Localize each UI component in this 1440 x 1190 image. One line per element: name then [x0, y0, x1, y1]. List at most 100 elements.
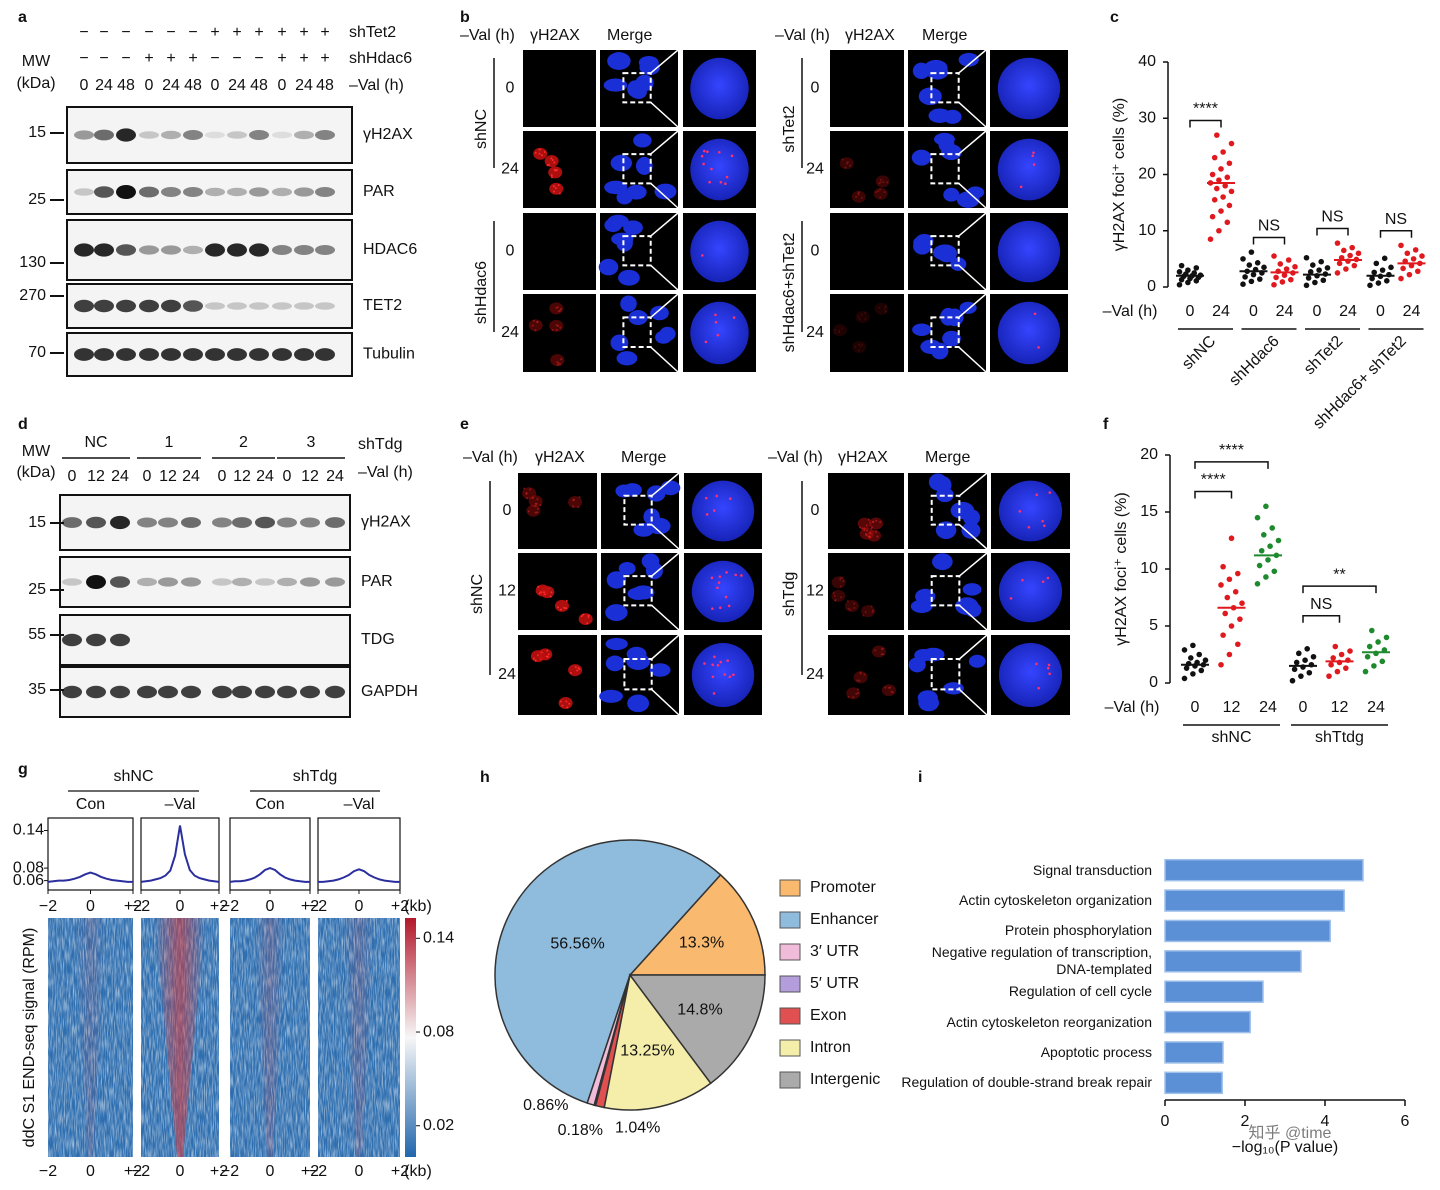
foci: [532, 657, 535, 660]
foci: [546, 655, 549, 658]
foci: [882, 653, 885, 656]
bar-category-label: Actin cytoskeleton reorganization: [946, 1013, 1152, 1030]
lane-mark: 12: [301, 468, 319, 485]
x-tick-label: 0: [176, 898, 185, 915]
data-point: [1332, 643, 1339, 650]
micrograph: [518, 473, 597, 549]
foci: [730, 154, 734, 158]
band-name: PAR: [361, 573, 393, 590]
data-point: [1388, 264, 1394, 271]
sig-label: NS: [1310, 596, 1332, 613]
data-point: [1269, 525, 1275, 531]
nucleus: [618, 269, 640, 286]
foci: [857, 349, 860, 352]
zoom-guide: [958, 49, 987, 74]
zoom-guide: [651, 688, 680, 716]
series-label: –Val: [165, 796, 196, 813]
blot-band: [181, 685, 201, 699]
x-axis-label: –Val (h): [1105, 699, 1160, 716]
blot-band: [137, 577, 157, 587]
foci: [529, 488, 532, 491]
blot-band: [116, 244, 136, 256]
profile-line: [318, 868, 400, 883]
blot-band: [255, 516, 275, 529]
foci: [839, 596, 842, 599]
y-tick-label: 0.06: [13, 872, 44, 889]
zoom-guide: [958, 212, 987, 237]
data-point: [1226, 160, 1233, 167]
foci: [858, 679, 861, 682]
legend-label: Intergenic: [810, 1071, 880, 1088]
foci: [864, 533, 867, 536]
foci: [869, 532, 872, 535]
nucleus: [635, 156, 653, 175]
bar: [1164, 1041, 1224, 1064]
nucleus: [616, 351, 638, 366]
data-point: [1383, 634, 1390, 641]
data-point: [1338, 651, 1345, 658]
nucleus: [943, 187, 960, 202]
blot-band: [212, 578, 232, 586]
nucleus: [660, 480, 681, 496]
foci: [858, 191, 861, 194]
panel-letter: h: [480, 769, 490, 786]
nucleus-signal: [875, 175, 890, 188]
sig-bracket: [1252, 236, 1286, 245]
data-point: [1347, 252, 1353, 259]
sig-bracket: [1302, 614, 1341, 623]
nucleus: [914, 648, 933, 662]
lane-mark: +: [320, 24, 329, 41]
mw-value: 25: [28, 581, 46, 598]
foci: [576, 669, 579, 672]
x-tick-label: 4: [1321, 1113, 1330, 1130]
nucleus-signal: [839, 157, 854, 170]
nucleus: [935, 521, 957, 539]
data-point: [1248, 278, 1255, 285]
blot-band: [139, 186, 159, 198]
y-tick-label: 20: [1138, 166, 1156, 183]
blot-band: [315, 245, 335, 255]
data-point: [1369, 275, 1375, 282]
blot-band: [137, 517, 157, 528]
blot-band: [110, 576, 130, 588]
y-axis-label: γH2AX foci⁺ cells (%): [1111, 98, 1128, 251]
nucleus: [628, 310, 648, 326]
nucleus-signal: [873, 187, 888, 200]
data-point: [1398, 275, 1404, 282]
foci: [857, 343, 860, 346]
nucleus-signal: [522, 487, 537, 500]
nucleus: [654, 183, 677, 200]
group-label: 2: [239, 434, 248, 451]
foci: [853, 606, 856, 609]
watermark: 知乎 @time: [1249, 1124, 1332, 1142]
y-tick-label: 10: [1138, 222, 1156, 239]
lane-mark: 24: [95, 77, 113, 94]
foci: [839, 585, 842, 588]
foci: [550, 157, 553, 160]
x-tick-label: 0: [86, 1163, 95, 1180]
mw-value: 55: [28, 626, 46, 643]
lane-mark: 0: [211, 77, 220, 94]
blot-band: [62, 578, 82, 586]
nucleus: [632, 585, 655, 600]
x-tick-label: −2: [309, 898, 327, 915]
nucleus: [641, 553, 660, 570]
zoom-box: [622, 316, 652, 349]
column-header: Merge: [922, 27, 967, 44]
data-point: [1178, 262, 1185, 269]
y-tick-label: 30: [1138, 109, 1156, 126]
condition-label: 24: [1403, 303, 1421, 320]
condition-label: 12: [1331, 699, 1349, 716]
foci: [574, 665, 577, 668]
data-point: [1293, 659, 1300, 666]
nucleus-zoom: [998, 480, 1063, 542]
group-label: shTdg: [781, 572, 798, 616]
sig-bracket: [1316, 227, 1349, 236]
data-point: [1415, 268, 1421, 275]
x-tick-label: −2: [221, 1163, 239, 1180]
nucleus: [962, 583, 982, 596]
data-point: [1379, 267, 1386, 273]
lane-mark: −: [79, 50, 88, 67]
data-point: [1226, 651, 1233, 658]
zoom-guide: [958, 264, 987, 291]
